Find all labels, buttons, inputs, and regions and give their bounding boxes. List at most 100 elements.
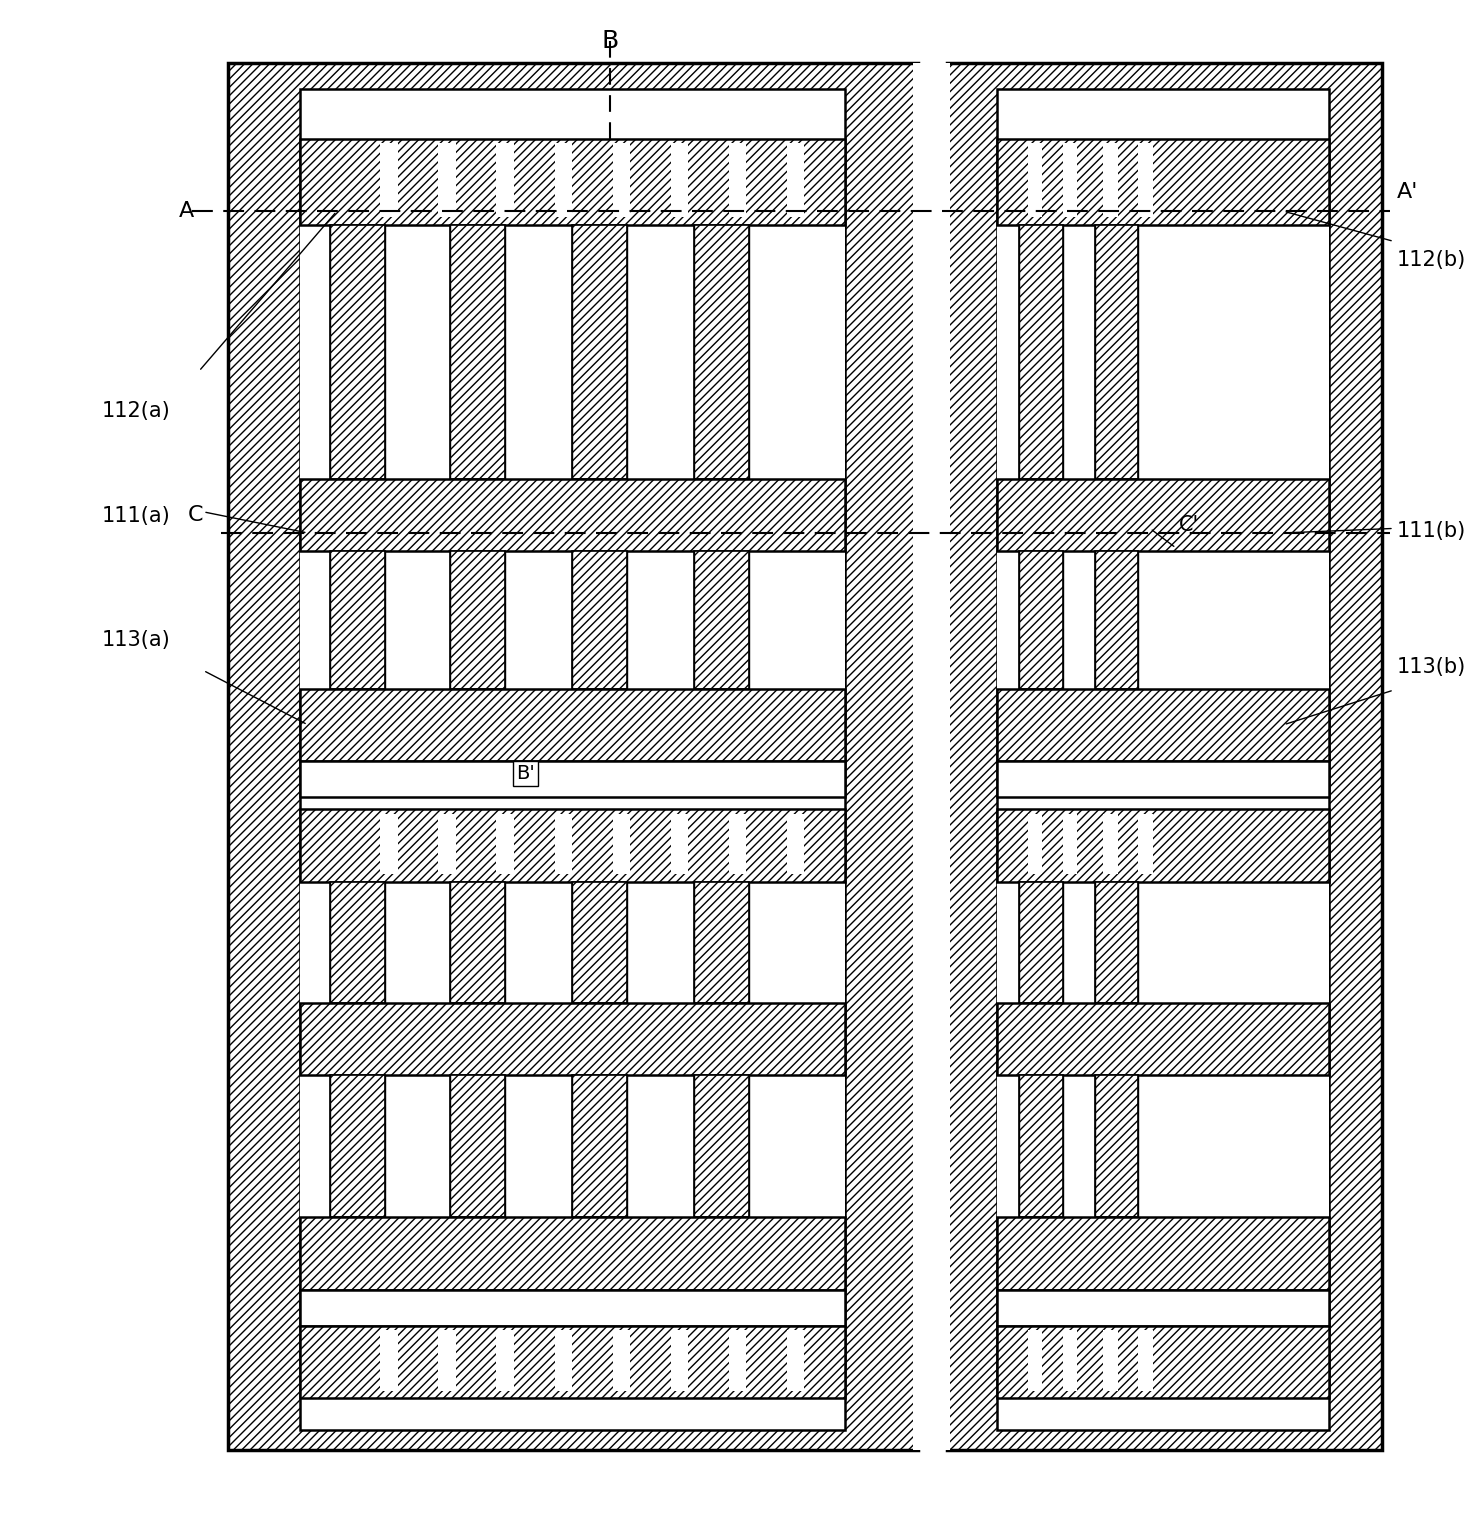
- Bar: [450, 552, 505, 688]
- Bar: [1139, 1331, 1152, 1390]
- Bar: [329, 882, 385, 1002]
- Bar: [1063, 1331, 1077, 1390]
- Bar: [1019, 882, 1063, 1002]
- Text: B': B': [517, 764, 535, 782]
- Bar: [450, 224, 505, 479]
- Bar: [786, 1331, 804, 1390]
- Bar: [301, 1290, 846, 1326]
- Bar: [301, 1217, 846, 1290]
- Bar: [438, 1331, 456, 1390]
- Bar: [729, 814, 746, 875]
- Bar: [671, 814, 689, 875]
- Bar: [438, 143, 456, 217]
- Bar: [1019, 1075, 1063, 1217]
- Bar: [613, 814, 629, 875]
- Text: C': C': [1179, 515, 1200, 535]
- Bar: [998, 1217, 1328, 1290]
- Bar: [301, 761, 846, 797]
- Bar: [1103, 814, 1118, 875]
- Bar: [301, 1075, 846, 1217]
- Bar: [998, 224, 1328, 479]
- Bar: [613, 1331, 629, 1390]
- Bar: [998, 1290, 1328, 1326]
- Bar: [998, 810, 1328, 882]
- Text: A: A: [179, 202, 194, 221]
- Bar: [786, 814, 804, 875]
- Bar: [301, 688, 846, 761]
- Bar: [381, 143, 398, 217]
- Bar: [1063, 814, 1077, 875]
- Bar: [554, 814, 572, 875]
- Bar: [998, 479, 1328, 552]
- Bar: [329, 1075, 385, 1217]
- Bar: [1063, 143, 1077, 217]
- Bar: [1028, 814, 1043, 875]
- Text: C: C: [188, 505, 203, 525]
- Bar: [1094, 224, 1139, 479]
- Bar: [1019, 552, 1063, 688]
- Bar: [301, 1326, 846, 1398]
- Bar: [729, 143, 746, 217]
- Bar: [554, 143, 572, 217]
- Bar: [301, 810, 846, 882]
- Bar: [998, 1326, 1328, 1398]
- Bar: [301, 139, 846, 224]
- Bar: [1028, 1331, 1043, 1390]
- Text: 112(a): 112(a): [102, 400, 170, 420]
- Bar: [998, 1002, 1328, 1075]
- Bar: [572, 1075, 626, 1217]
- Bar: [572, 882, 626, 1002]
- Bar: [1094, 882, 1139, 1002]
- Bar: [914, 64, 949, 1449]
- Bar: [301, 224, 846, 479]
- Bar: [301, 882, 846, 1002]
- Text: A': A': [1397, 182, 1419, 202]
- Bar: [613, 143, 629, 217]
- Bar: [301, 89, 846, 1430]
- Bar: [786, 143, 804, 217]
- Bar: [438, 814, 456, 875]
- Text: 113(b): 113(b): [1397, 658, 1466, 678]
- Bar: [329, 224, 385, 479]
- Bar: [671, 143, 689, 217]
- Bar: [496, 814, 514, 875]
- Bar: [1094, 552, 1139, 688]
- Bar: [671, 1331, 689, 1390]
- Bar: [228, 64, 918, 1449]
- Text: 111(b): 111(b): [1397, 522, 1466, 541]
- Bar: [998, 139, 1328, 224]
- Bar: [496, 1331, 514, 1390]
- Text: B: B: [601, 29, 619, 53]
- Bar: [301, 1002, 846, 1075]
- Bar: [1139, 814, 1152, 875]
- Bar: [450, 1075, 505, 1217]
- Bar: [381, 1331, 398, 1390]
- Bar: [554, 1331, 572, 1390]
- Bar: [301, 552, 846, 688]
- Bar: [381, 814, 398, 875]
- Bar: [1103, 1331, 1118, 1390]
- Bar: [695, 552, 749, 688]
- Text: 113(a): 113(a): [102, 631, 170, 650]
- Bar: [1103, 143, 1118, 217]
- Text: 112(b): 112(b): [1397, 250, 1466, 270]
- Bar: [572, 224, 626, 479]
- Bar: [496, 143, 514, 217]
- Bar: [450, 882, 505, 1002]
- Text: 111(a): 111(a): [102, 506, 170, 526]
- Bar: [301, 479, 846, 552]
- Bar: [695, 882, 749, 1002]
- Bar: [729, 1331, 746, 1390]
- Bar: [998, 882, 1328, 1002]
- Bar: [998, 552, 1328, 688]
- Bar: [998, 688, 1328, 761]
- Bar: [1019, 224, 1063, 479]
- Bar: [695, 224, 749, 479]
- Bar: [1028, 143, 1043, 217]
- Bar: [998, 89, 1328, 1430]
- Bar: [946, 64, 1382, 1449]
- Bar: [1139, 143, 1152, 217]
- Bar: [301, 810, 846, 882]
- Bar: [998, 1075, 1328, 1217]
- Bar: [572, 552, 626, 688]
